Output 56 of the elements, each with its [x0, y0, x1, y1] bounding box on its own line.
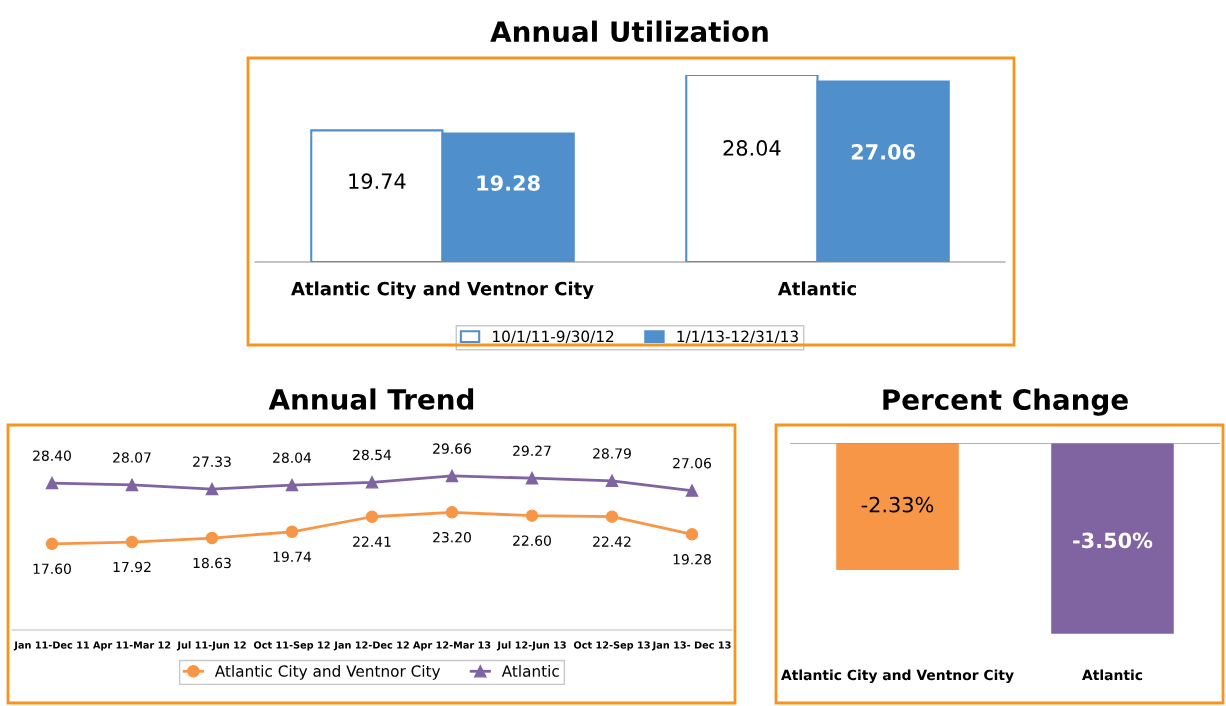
data-label: 28.79 [593, 448, 631, 459]
point [125, 535, 139, 549]
point [525, 509, 539, 522]
data-label: 19.74 [273, 551, 312, 562]
point [605, 510, 619, 523]
legend-label: 1/1/13-12/31/13 [677, 330, 798, 344]
x-tick-label: Oct 11-Sep 12 [253, 641, 330, 651]
x-tick-label: Jan 13- Dec 13 [652, 641, 731, 651]
data-label: 17.60 [33, 563, 71, 575]
point [285, 478, 299, 492]
point [205, 531, 219, 545]
data-label: 22.42 [593, 536, 631, 547]
point [45, 537, 59, 551]
point [45, 476, 59, 490]
data-label: 28.54 [353, 449, 392, 461]
data-label: 22.60 [513, 535, 551, 546]
point [445, 469, 459, 483]
point [205, 482, 219, 496]
legend-label: 10/1/11-9/30/12 [493, 330, 614, 344]
x-tick-label: Apr 11-Mar 12 [92, 641, 171, 651]
data-label: 19.28 [477, 175, 540, 191]
data-label: 27.06 [851, 144, 915, 160]
chart-title: Percent Change [883, 388, 1128, 416]
data-label: 19.74 [349, 173, 406, 190]
data-label: 28.07 [113, 452, 151, 463]
chart-title: Annual Utilization [490, 20, 768, 43]
data-label: 17.92 [113, 561, 151, 573]
data-label: 27.06 [673, 457, 712, 469]
point [445, 506, 459, 519]
data-label: -3.50% [1073, 532, 1153, 549]
data-label: 28.04 [723, 140, 781, 156]
data-label: 19.28 [673, 554, 711, 565]
data-label: 27.33 [193, 456, 231, 467]
x-tick-label: Jul 11-Jun 12 [176, 641, 246, 651]
point [365, 476, 379, 489]
data-label: 29.27 [513, 445, 551, 457]
data-label: 29.66 [433, 443, 472, 454]
point [525, 471, 539, 485]
x-tick-label: Jul 12-Jun 13 [496, 641, 566, 651]
x-tick-label: Apr 12-Mar 13 [412, 641, 491, 651]
point [365, 510, 379, 524]
point [685, 528, 699, 541]
point [125, 478, 139, 492]
point [605, 474, 619, 488]
x-tick-label: Oct 12-Sep 13 [573, 641, 650, 651]
data-label: 22.41 [353, 536, 391, 547]
data-label: 23.20 [433, 532, 471, 543]
point [685, 484, 699, 497]
x-tick-label: Jan 12-Dec 12 [333, 641, 409, 651]
data-label: 28.40 [33, 450, 71, 461]
x-tick-label: Jan 11-Dec 11 [13, 641, 90, 651]
chart-title: Annual Trend [268, 388, 474, 410]
data-label: -2.33% [861, 496, 934, 513]
data-label: 18.63 [193, 557, 231, 569]
point [285, 525, 299, 539]
data-label: 28.04 [273, 452, 312, 463]
